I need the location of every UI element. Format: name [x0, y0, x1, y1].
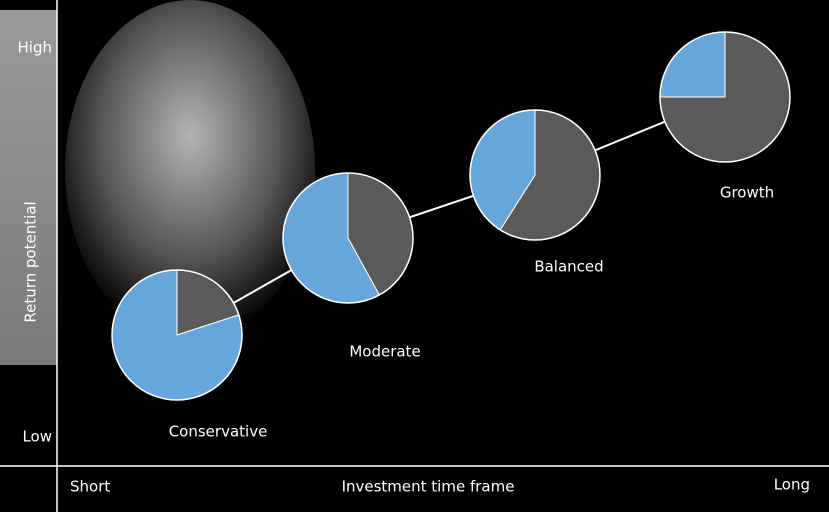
pie-label: Balanced — [534, 258, 603, 276]
x-long-label: Long — [774, 476, 810, 494]
x-short-label: Short — [70, 478, 110, 496]
y-high-label: High — [18, 39, 52, 57]
pie-label: Growth — [720, 184, 774, 202]
pie-label: Moderate — [349, 343, 420, 361]
pie-label: Conservative — [169, 423, 268, 441]
x-axis-title: Investment time frame — [342, 478, 515, 496]
y-axis-title: Return potential — [22, 201, 40, 322]
page: {"axes": {"y_high": "High", "y_label": "… — [0, 0, 829, 512]
chart: High Low Return potential Short Investme… — [0, 0, 829, 512]
y-low-label: Low — [22, 428, 52, 446]
